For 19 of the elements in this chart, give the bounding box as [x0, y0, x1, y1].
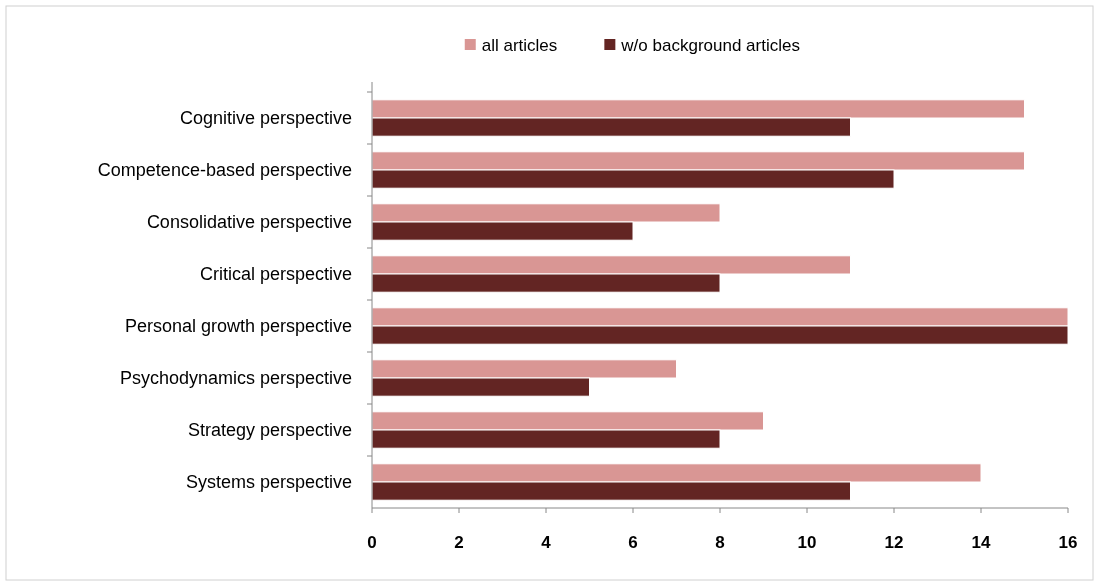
- y-tick-label: Personal growth perspective: [124, 316, 352, 337]
- legend-label: all articles: [481, 35, 558, 55]
- y-tick-label: Systems perspective: [185, 472, 352, 493]
- x-tick-label: 12: [884, 533, 904, 552]
- y-tick-label: Strategy perspective: [187, 420, 352, 441]
- y-tick-label: Critical perspective: [199, 264, 352, 285]
- y-tick-label: Psychodynamics perspective: [119, 368, 352, 389]
- legend-label: w/o background articles: [620, 35, 800, 55]
- x-tick-label: 6: [628, 533, 638, 552]
- x-tick-label: 0: [367, 533, 377, 552]
- y-tick-label: Competence-based perspective: [97, 160, 352, 181]
- x-tick-label: 14: [971, 533, 991, 552]
- x-tick-label: 2: [454, 533, 464, 552]
- x-tick-label: 10: [797, 533, 817, 552]
- x-tick-label: 16: [1058, 533, 1078, 552]
- y-tick-label: Cognitive perspective: [179, 108, 352, 129]
- x-tick-label: 4: [541, 533, 552, 552]
- y-tick-label: Consolidative perspective: [146, 212, 352, 233]
- x-tick-label: 8: [715, 533, 725, 552]
